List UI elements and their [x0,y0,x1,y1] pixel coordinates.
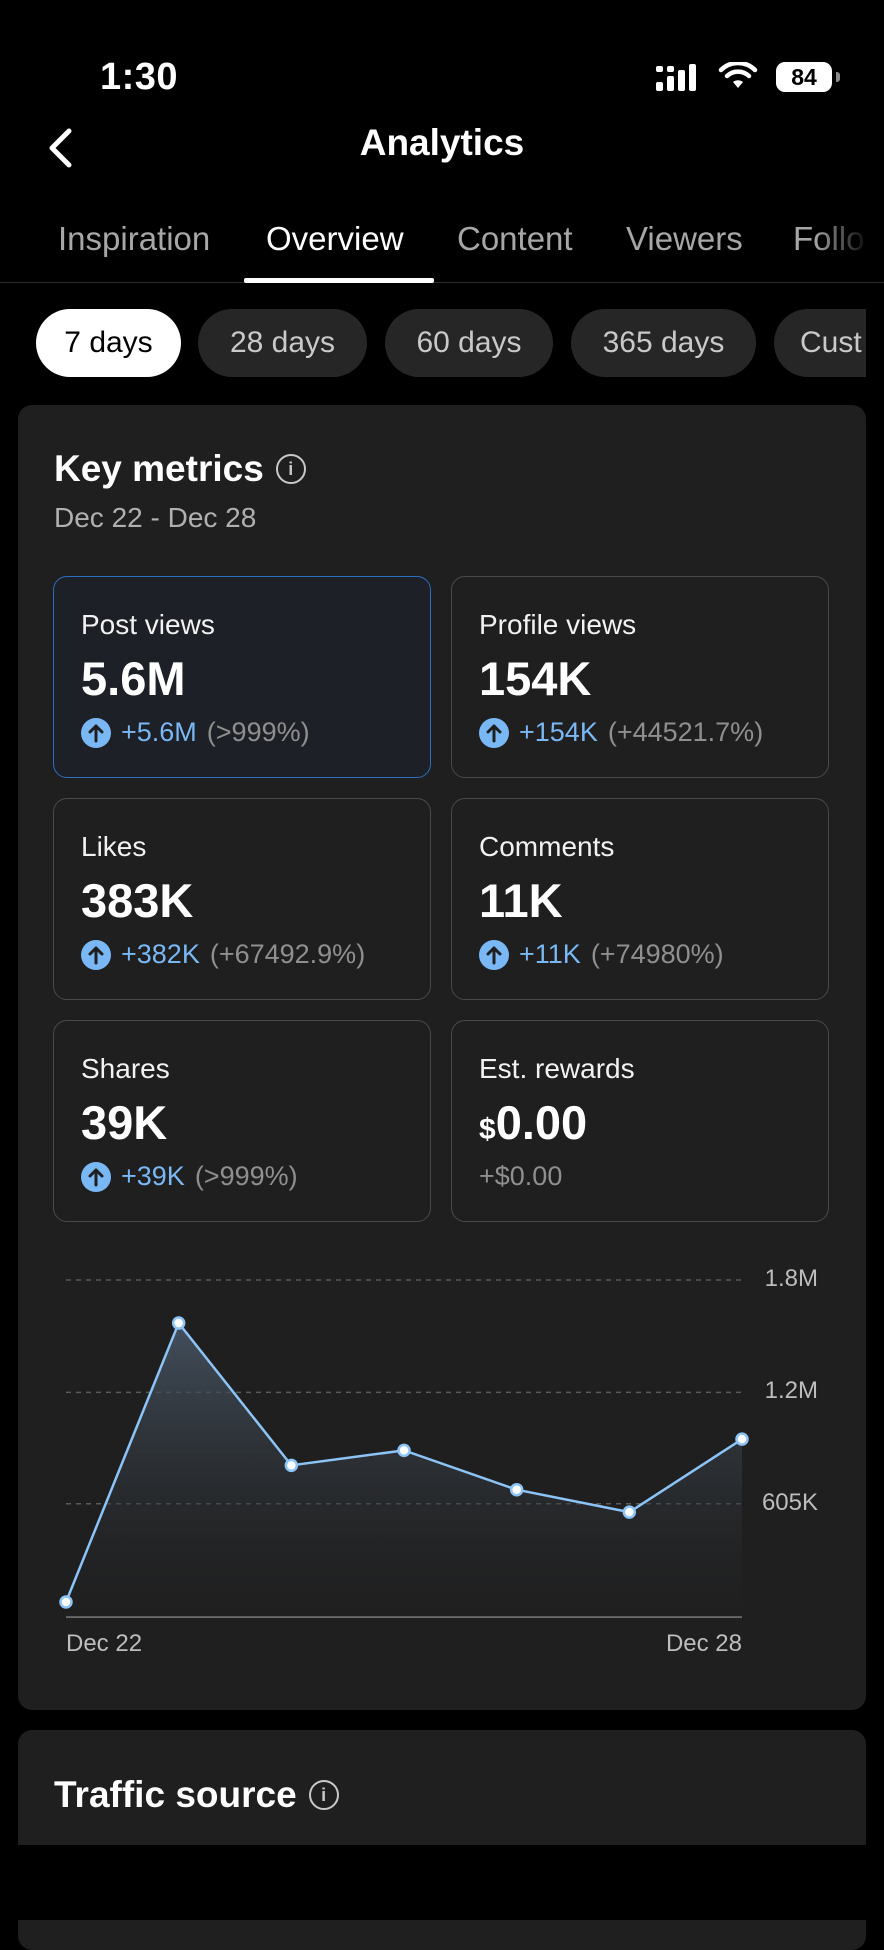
period-custom[interactable]: Cust [774,309,866,377]
metric-percent: (+74980%) [590,939,724,969]
metric-label: Profile views [479,609,637,640]
status-icons: 84 [654,62,840,92]
metric-est-rewards[interactable]: Est. rewards $0.00 +$0.00 [451,1020,829,1222]
metric-profile-views[interactable]: Profile views 154K +154K (+44521.7%) [451,576,829,778]
metric-comments[interactable]: Comments 11K +11K (+74980%) [451,798,829,1000]
series-area [66,1323,742,1617]
metric-change: +$0.00 [479,1161,563,1191]
y-tick-label: 1.2M [764,1377,818,1405]
metric-label: Post views [81,609,215,640]
metric-post-views[interactable]: Post views 5.6M +5.6M (>999%) [53,576,431,778]
metric-value-number: 0.00 [495,1096,588,1149]
metric-delta: +382K [121,939,200,969]
wifi-icon [718,62,758,88]
date-range: Dec 22 - Dec 28 [54,502,257,533]
arrow-up-circle-icon [81,717,111,748]
tab-content[interactable]: Content [457,220,573,257]
period-7-days[interactable]: 7 days [36,309,181,377]
tabs-fade [814,190,884,280]
metric-percent: (>999%) [194,1161,298,1191]
arrow-up-circle-icon [81,1161,111,1192]
x-tick-label: Dec 22 [66,1630,143,1657]
currency-symbol: $ [479,1113,496,1146]
y-tick-label: 1.8M [764,1265,818,1292]
data-point[interactable] [735,1432,749,1446]
metric-shares[interactable]: Shares 39K +39K (>999%) [53,1020,431,1222]
metric-value: 11K [479,874,563,927]
metric-percent: (+67492.9%) [209,939,366,969]
metric-change: +39K (>999%) [81,1161,298,1192]
battery-indicator: 84 [776,62,840,92]
tab-viewers[interactable]: Viewers [626,220,743,257]
metric-delta: +5.6M [121,717,197,747]
traffic-source-heading: Traffic source i [54,1774,339,1816]
data-point[interactable] [59,1595,73,1609]
page-title: Analytics [359,122,525,163]
metric-change: +11K (+74980%) [479,939,724,970]
metric-label: Est. rewards [479,1053,635,1084]
period-60-days[interactable]: 60 days [385,309,553,377]
key-metrics-title: Key metrics [54,448,264,489]
y-tick-label: 605K [761,1488,818,1516]
arrow-up-circle-icon [479,939,509,970]
tab-inspiration[interactable]: Inspiration [58,220,211,257]
data-point[interactable] [171,1316,186,1330]
metric-percent: (>999%) [206,717,310,747]
data-point[interactable] [284,1458,299,1473]
x-tick-label: Dec 28 [665,1630,742,1657]
metric-percent: (+44521.7%) [607,717,764,747]
metric-value: 383K [81,874,194,927]
chevron-left-icon [49,128,72,168]
period-28-days[interactable]: 28 days [198,309,367,377]
info-icon[interactable]: i [308,1780,339,1810]
bottom-mask [0,1845,884,1920]
metric-value: 39K [81,1096,168,1149]
metric-change: +382K (+67492.9%) [81,939,365,970]
metric-value: 5.6M [81,652,186,705]
metric-label: Comments [479,831,615,862]
data-point[interactable] [397,1443,411,1458]
info-icon[interactable]: i [275,454,306,484]
period-365-days[interactable]: 365 days [571,309,756,377]
active-tab-indicator [244,278,434,283]
metric-likes[interactable]: Likes 383K +382K (+67492.9%) [53,798,431,1000]
traffic-source-title: Traffic source [54,1774,297,1815]
metric-label: Likes [81,831,147,862]
data-point[interactable] [509,1482,524,1497]
data-point[interactable] [622,1505,637,1519]
metric-delta: +39K [121,1161,185,1191]
metric-change: +5.6M (>999%) [81,717,310,748]
metric-delta: +11K [519,939,581,969]
cellular-signal-icon [656,64,696,91]
metric-value: 154K [479,652,592,705]
key-metrics-heading: Key metrics i [54,448,306,490]
metric-value: $0.00 [479,1095,587,1150]
status-time: 1:30 [100,56,179,98]
arrow-up-circle-icon [479,717,509,748]
arrow-up-circle-icon [81,939,111,970]
metric-change: +154K (+44521.7%) [479,717,763,748]
metric-label: Shares [81,1053,170,1084]
back-button[interactable] [30,118,90,178]
metric-delta: +154K [519,717,598,747]
tab-overview[interactable]: Overview [266,220,404,257]
